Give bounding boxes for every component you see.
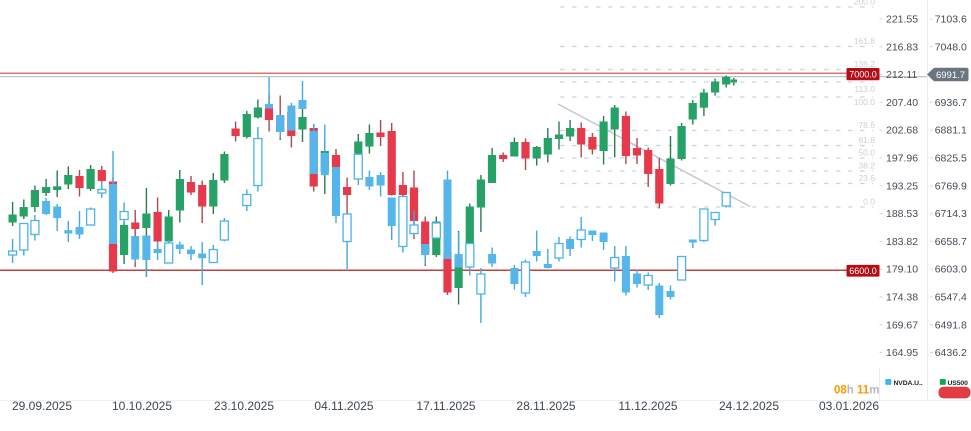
svg-text:138.2: 138.2 [854, 59, 876, 69]
svg-text:6991.7: 6991.7 [936, 70, 965, 81]
svg-text:50.0: 50.0 [858, 148, 875, 158]
svg-text:161.8: 161.8 [854, 36, 876, 46]
svg-text:164.95: 164.95 [886, 347, 918, 359]
svg-text:202.68: 202.68 [886, 125, 918, 137]
svg-text:04.11.2025: 04.11.2025 [314, 399, 373, 413]
svg-text:179.10: 179.10 [886, 264, 918, 276]
svg-text:7000.0: 7000.0 [849, 69, 877, 79]
svg-text:216.83: 216.83 [886, 41, 918, 53]
svg-text:188.53: 188.53 [886, 208, 918, 220]
svg-text:221.55: 221.55 [886, 14, 918, 26]
svg-text:78.6: 78.6 [858, 120, 875, 130]
svg-text:6603.0: 6603.0 [935, 264, 967, 276]
svg-text:200.0: 200.0 [854, 0, 876, 7]
svg-text:6491.8: 6491.8 [935, 319, 967, 331]
svg-text:6881.1: 6881.1 [935, 125, 967, 137]
svg-text:03.01.2026: 03.01.2026 [819, 399, 879, 413]
svg-text:6825.5: 6825.5 [935, 153, 967, 165]
svg-text:6936.7: 6936.7 [935, 97, 967, 109]
svg-text:7103.6: 7103.6 [935, 14, 967, 26]
svg-text:6769.9: 6769.9 [935, 180, 967, 192]
svg-text:212.11: 212.11 [886, 69, 917, 81]
svg-text:17.11.2025: 17.11.2025 [416, 399, 475, 413]
svg-text:7048.0: 7048.0 [935, 41, 967, 53]
svg-text:10.10.2025: 10.10.2025 [112, 399, 172, 413]
svg-text:23.10.2025: 23.10.2025 [214, 399, 274, 413]
svg-text:38.2: 38.2 [858, 161, 875, 171]
svg-text:28.11.2025: 28.11.2025 [516, 399, 575, 413]
svg-text:6436.2: 6436.2 [935, 347, 967, 359]
svg-text:61.8: 61.8 [858, 135, 875, 145]
svg-text:0.0: 0.0 [863, 197, 875, 207]
svg-text:100.0: 100.0 [854, 97, 876, 107]
svg-text:NVDA.U..: NVDA.U.. [894, 380, 923, 387]
svg-text:183.82: 183.82 [886, 236, 918, 248]
svg-text:08h 11m: 08h 11m [834, 385, 879, 397]
svg-text:6600.0: 6600.0 [849, 266, 877, 276]
svg-text:207.40: 207.40 [886, 97, 918, 109]
svg-text:6658.7: 6658.7 [935, 236, 967, 248]
svg-text:174.38: 174.38 [886, 292, 918, 304]
svg-text:193.25: 193.25 [886, 180, 918, 192]
svg-text:197.96: 197.96 [886, 153, 918, 165]
svg-text:11.12.2025: 11.12.2025 [618, 399, 677, 413]
svg-text:23.6: 23.6 [858, 173, 875, 183]
svg-text:6714.3: 6714.3 [935, 208, 967, 220]
svg-text:113.0: 113.0 [854, 84, 875, 94]
svg-text:169.67: 169.67 [886, 319, 918, 331]
svg-text:US500: US500 [948, 380, 969, 387]
svg-text:24.12.2025: 24.12.2025 [719, 399, 779, 413]
svg-text:29.09.2025: 29.09.2025 [12, 399, 72, 413]
svg-text:6547.4: 6547.4 [935, 292, 967, 304]
